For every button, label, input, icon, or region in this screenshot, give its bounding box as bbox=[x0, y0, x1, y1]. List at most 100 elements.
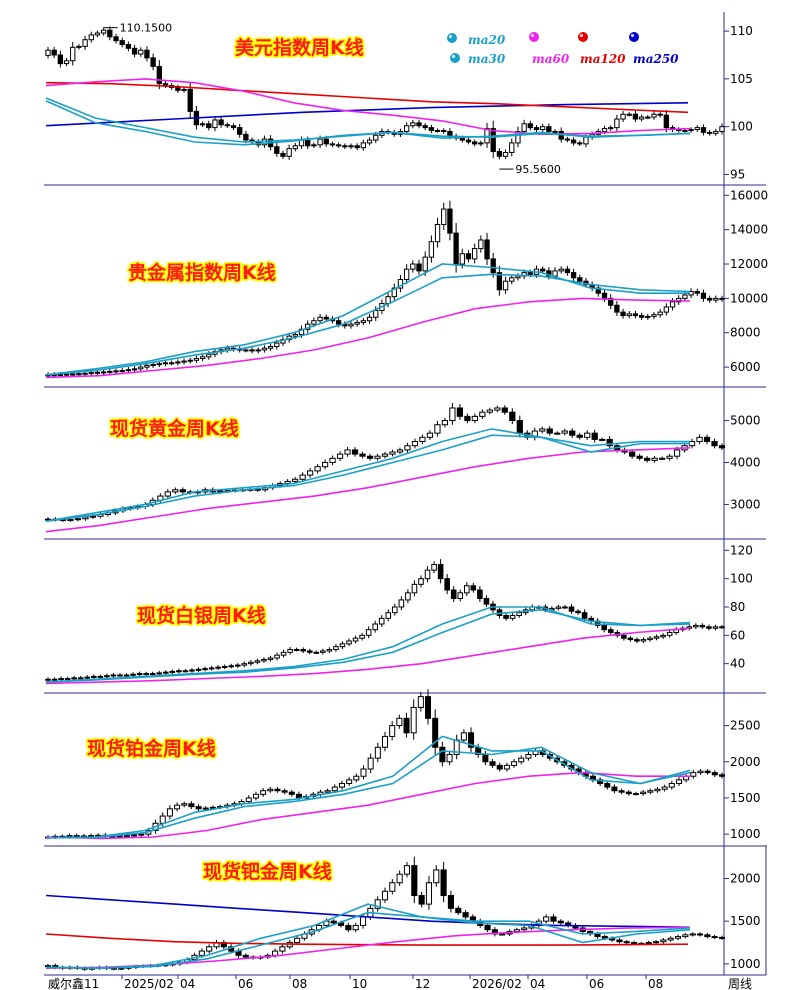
candle-body bbox=[179, 489, 186, 493]
candle-body bbox=[554, 432, 561, 435]
panel-5: 1000 1500 2000 2500 现货铂金周K线 bbox=[44, 689, 766, 841]
ma30-line bbox=[45, 746, 691, 839]
candle-body bbox=[550, 916, 557, 922]
candle-body bbox=[607, 629, 614, 634]
candle-body bbox=[424, 569, 431, 580]
candle-body bbox=[577, 142, 583, 145]
candle-body bbox=[260, 790, 267, 795]
candle-body bbox=[441, 420, 449, 426]
candle-body bbox=[374, 899, 381, 909]
candle-body bbox=[611, 786, 618, 792]
candle-body bbox=[564, 268, 571, 274]
candle-body bbox=[616, 939, 623, 943]
candle-body bbox=[156, 363, 162, 366]
candle-body bbox=[131, 368, 138, 371]
x-tick-label: 08 bbox=[648, 977, 663, 990]
candle-body bbox=[516, 420, 523, 434]
candle-body bbox=[305, 139, 311, 147]
candle-body bbox=[267, 788, 274, 792]
candle-body bbox=[70, 46, 76, 62]
candle-body bbox=[181, 803, 188, 806]
candle-body bbox=[564, 138, 571, 141]
candle-body bbox=[187, 359, 193, 362]
candle-body bbox=[521, 927, 528, 931]
y-tick-label: 1500 bbox=[730, 914, 761, 928]
candle-body bbox=[465, 253, 472, 260]
candle-body bbox=[392, 606, 398, 614]
ma20-line bbox=[45, 735, 691, 839]
candle-body bbox=[45, 678, 51, 681]
candle-body bbox=[713, 130, 719, 134]
candle-body bbox=[416, 263, 422, 272]
candle-body bbox=[70, 373, 76, 376]
candle-body bbox=[404, 445, 411, 451]
y-tick-label: 2000 bbox=[730, 871, 761, 885]
candle-body bbox=[447, 130, 453, 137]
candle-body bbox=[569, 430, 576, 436]
candle-body bbox=[45, 49, 51, 56]
candle-body bbox=[516, 612, 522, 617]
candle-body bbox=[682, 129, 688, 132]
candle-body bbox=[234, 664, 241, 667]
candle-body bbox=[661, 786, 668, 790]
candle-body bbox=[389, 725, 396, 737]
candle-body bbox=[209, 806, 216, 809]
candle-body bbox=[478, 142, 484, 145]
ma250-line bbox=[45, 102, 689, 127]
candle-body bbox=[287, 649, 293, 653]
candle-body bbox=[181, 88, 187, 91]
candle-body bbox=[459, 253, 465, 265]
candle-body bbox=[348, 323, 354, 327]
candle-body bbox=[224, 124, 230, 127]
candle-body bbox=[575, 610, 581, 614]
candle-body bbox=[254, 660, 261, 663]
candle-body bbox=[527, 272, 533, 275]
candle-body bbox=[188, 803, 195, 808]
candle-body bbox=[389, 882, 396, 892]
candle-body bbox=[293, 649, 300, 651]
candle-body bbox=[477, 589, 483, 599]
candle-body bbox=[632, 793, 639, 796]
candle-body bbox=[346, 779, 353, 784]
candle-body bbox=[669, 301, 676, 308]
candle-body bbox=[237, 127, 243, 135]
candle-body bbox=[621, 634, 627, 639]
candle-body bbox=[353, 775, 360, 781]
candle-body bbox=[719, 297, 725, 300]
candle-body bbox=[601, 128, 608, 132]
candle-body bbox=[502, 151, 509, 157]
candle-body bbox=[690, 772, 697, 777]
candle-body bbox=[552, 130, 558, 133]
candle-body bbox=[509, 411, 516, 422]
high-label: 110.1500 bbox=[120, 22, 172, 35]
candle-body bbox=[100, 371, 107, 374]
candle-body bbox=[718, 936, 726, 939]
x-tick-label: 2026/02 bbox=[472, 977, 522, 990]
candle-body bbox=[104, 675, 110, 678]
ma20-line bbox=[45, 428, 690, 522]
candle-body bbox=[703, 436, 711, 443]
candle-body bbox=[673, 449, 681, 457]
legend-icon-highlight bbox=[579, 33, 584, 38]
candle-body bbox=[484, 239, 490, 260]
ma30-legend-icon bbox=[450, 53, 460, 63]
candle-body bbox=[292, 333, 299, 337]
candle-body bbox=[546, 126, 552, 132]
candle-body bbox=[172, 489, 179, 493]
candle-body bbox=[657, 113, 663, 116]
candle-body bbox=[704, 934, 711, 938]
candle-body bbox=[712, 626, 719, 629]
candle-body bbox=[57, 54, 64, 65]
candle-body bbox=[599, 438, 606, 441]
candle-body bbox=[294, 937, 301, 944]
candle-body bbox=[711, 772, 718, 776]
panel-title: 美元指数周K线 bbox=[235, 36, 364, 59]
candle-body bbox=[125, 43, 132, 49]
candle-body bbox=[509, 615, 516, 619]
candle-body bbox=[300, 649, 306, 652]
candle-body bbox=[51, 678, 58, 681]
ma20-legend-icon bbox=[447, 33, 457, 43]
candle-body bbox=[638, 315, 645, 318]
ma-legend: ma20 ma30 ma60 ma120 ma250 bbox=[447, 32, 679, 66]
